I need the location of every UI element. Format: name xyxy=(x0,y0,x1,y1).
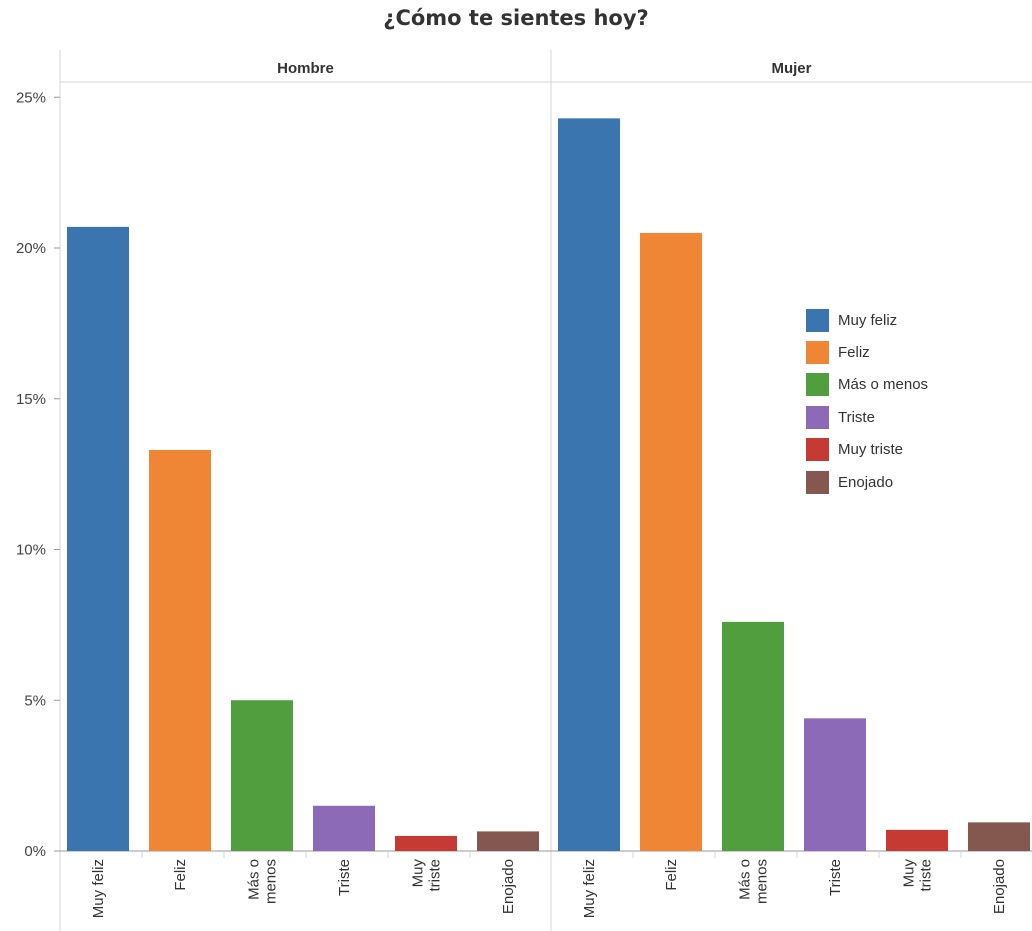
x-category-label: Enojado xyxy=(500,859,517,914)
x-category-label: Enojado xyxy=(991,859,1008,914)
legend-label: Muy triste xyxy=(838,441,904,459)
legend-item: Más o menos xyxy=(806,369,928,401)
bars xyxy=(67,118,1030,852)
legend-swatch xyxy=(806,341,829,365)
legend-label: Muy feliz xyxy=(838,311,898,329)
x-category-label: Muy triste xyxy=(410,859,444,892)
bar-mujer-5 xyxy=(968,822,1030,851)
x-category-label-line: Feliz xyxy=(172,859,189,891)
x-category-label: Muy feliz xyxy=(90,859,107,918)
bar-hombre-3 xyxy=(313,805,375,851)
x-category-label: Más o menos xyxy=(246,859,280,904)
legend-item: Muy feliz xyxy=(806,304,928,336)
x-category-label-line: Triste xyxy=(827,859,844,896)
x-category-label-line: Enojado xyxy=(991,859,1008,914)
axes xyxy=(54,50,1032,931)
legend-swatch xyxy=(806,373,829,397)
y-tick-label: 15% xyxy=(16,391,46,408)
legend-label: Feliz xyxy=(838,344,870,362)
bar-hombre-0 xyxy=(67,226,129,851)
legend-item: Feliz xyxy=(806,336,928,368)
x-category-label-line: Triste xyxy=(336,859,353,896)
legend-swatch xyxy=(806,438,829,462)
bar-mujer-1 xyxy=(640,232,702,852)
legend-label: Más o menos xyxy=(838,376,929,394)
bar-hombre-4 xyxy=(395,835,457,851)
x-category-label: Feliz xyxy=(663,859,680,891)
x-category-label: Muy triste xyxy=(901,859,935,892)
y-tick-label: 5% xyxy=(24,692,46,709)
x-category-label-line: Muy xyxy=(901,859,918,888)
x-category-label-line: triste xyxy=(427,859,444,892)
chart-title: ¿Cómo te sientes hoy? xyxy=(383,6,649,30)
legend-swatch xyxy=(806,308,829,332)
x-category-label: Triste xyxy=(827,859,844,896)
x-category-label: Más o menos xyxy=(737,859,771,904)
y-tick-label: 0% xyxy=(24,843,46,860)
x-category-label: Triste xyxy=(336,859,353,896)
panel-header-mujer: Mujer xyxy=(771,60,811,77)
bar-mujer-0 xyxy=(558,118,620,852)
y-tick-label: 10% xyxy=(16,542,46,559)
x-category-label-line: Feliz xyxy=(663,859,680,891)
legend-label: Triste xyxy=(838,408,875,426)
legend-item: Muy triste xyxy=(806,434,928,466)
x-category-label-line: Muy xyxy=(410,859,427,888)
bar-hombre-1 xyxy=(149,450,211,851)
bar-hombre-5 xyxy=(477,831,539,851)
bar-mujer-3 xyxy=(804,718,866,851)
bar-hombre-2 xyxy=(231,700,293,851)
x-category-label-line: triste xyxy=(918,859,935,892)
x-category-label-line: Más o xyxy=(246,859,263,900)
labels: 0% 5% 10% 15% 20% 25% Hombre Muy feliz Feliz Más … xyxy=(16,60,1008,918)
x-category-label-line: Muy feliz xyxy=(581,859,598,918)
y-tick-label: 25% xyxy=(16,89,46,106)
legend-item: Triste xyxy=(806,401,928,433)
x-category-label: Muy feliz xyxy=(581,859,598,918)
x-category-label-line: Más o xyxy=(737,859,754,900)
legend-swatch xyxy=(806,470,829,494)
bar-mujer-2 xyxy=(722,621,784,851)
legend-label: Enojado xyxy=(838,473,894,491)
x-category-label: Feliz xyxy=(172,859,189,891)
bar-mujer-4 xyxy=(886,829,948,851)
legend-swatch xyxy=(806,405,829,429)
x-category-label-line: Enojado xyxy=(500,859,517,914)
x-category-label-line: menos xyxy=(754,859,771,904)
legend-item: Enojado xyxy=(806,466,928,498)
legend: Muy feliz Feliz Más o menos Triste Muy trist… xyxy=(806,304,928,498)
y-tick-label: 20% xyxy=(16,240,46,257)
panel-header-hombre: Hombre xyxy=(277,60,334,77)
x-category-label-line: Muy feliz xyxy=(90,859,107,918)
x-category-label-line: menos xyxy=(263,859,280,904)
